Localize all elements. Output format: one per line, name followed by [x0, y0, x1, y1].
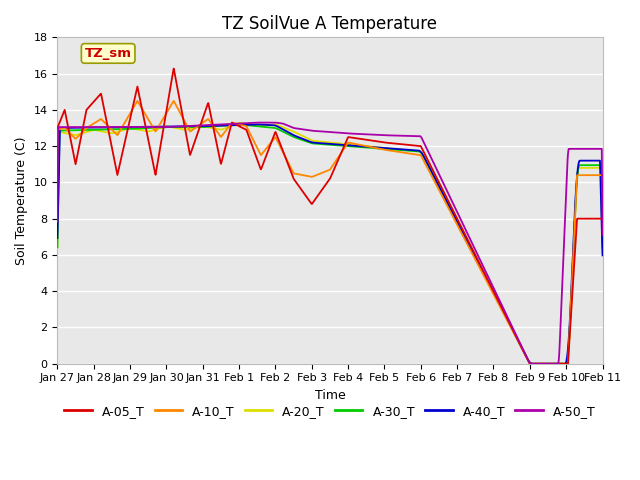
Y-axis label: Soil Temperature (C): Soil Temperature (C) — [15, 136, 28, 265]
Legend: A-05_T, A-10_T, A-20_T, A-30_T, A-40_T, A-50_T: A-05_T, A-10_T, A-20_T, A-30_T, A-40_T, … — [60, 400, 600, 423]
Text: TZ_sm: TZ_sm — [84, 47, 132, 60]
X-axis label: Time: Time — [315, 389, 346, 402]
Title: TZ SoilVue A Temperature: TZ SoilVue A Temperature — [223, 15, 438, 33]
